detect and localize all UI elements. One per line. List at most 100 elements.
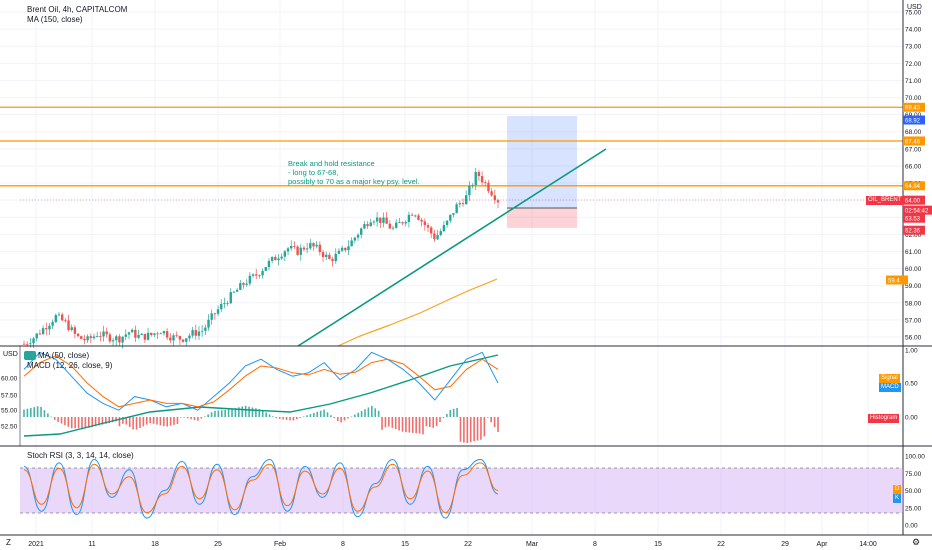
candle-body (216, 309, 220, 314)
histogram-bar (350, 416, 353, 418)
histogram-bar (497, 417, 499, 432)
stoch-k-tag: K (893, 494, 902, 503)
histogram-bar (36, 406, 39, 417)
candle-body (471, 185, 474, 187)
candle-body (70, 327, 73, 331)
stoch-tick: 100.00 (905, 454, 925, 461)
trendline[interactable] (297, 148, 607, 347)
annotation-line-2[interactable]: - long to 67-68, (288, 168, 338, 177)
candle-body (404, 221, 407, 224)
candle-body (334, 253, 337, 262)
candle-body (207, 319, 210, 328)
price-tick: 68.00 (905, 129, 922, 136)
macd-left-tick: 52.50 (1, 424, 18, 431)
candle-body (258, 275, 261, 277)
time-label: Feb (274, 541, 286, 548)
candle-body (382, 217, 385, 223)
candle-body (283, 251, 287, 257)
histogram-bar (118, 417, 121, 427)
candle-body (442, 225, 446, 232)
histogram-bar (122, 417, 124, 424)
histogram-bar (176, 417, 179, 425)
histogram-bar (108, 417, 111, 424)
price-scale[interactable]: 75.0074.0073.0072.0071.0070.0069.0068.00… (905, 10, 922, 342)
price-tag: 67.46 (905, 139, 921, 145)
histogram-bar (23, 409, 25, 417)
ma50-legend[interactable]: MA (50, close) (38, 351, 90, 360)
price-tag: 68.92 (905, 118, 921, 124)
histogram-bar (442, 417, 445, 418)
histogram-bar (197, 417, 199, 421)
price-tag-bg (903, 213, 925, 223)
histogram-bar (357, 412, 359, 417)
time-axis[interactable]: 2021 11 18 25 Feb 8 15 22 Mar 8 15 22 29 Apr 14:00 (28, 541, 877, 548)
candle-body (134, 329, 137, 338)
candle-body (299, 247, 302, 255)
histogram-bar (139, 417, 141, 428)
annotation-line-1[interactable]: Break and hold resistance (288, 159, 375, 168)
annotation-line-3[interactable]: possibly to 70 as a major key psy. level… (288, 177, 420, 186)
histogram-bar (299, 417, 302, 418)
profit-zone[interactable] (507, 116, 577, 208)
histogram-bar (323, 409, 325, 417)
histogram-bar (145, 417, 148, 425)
loss-zone[interactable] (507, 208, 577, 228)
histogram-bar (193, 417, 196, 420)
macd-tick: 1.00 (905, 348, 918, 355)
time-label: 22 (464, 541, 472, 548)
ma50-line (23, 354, 499, 437)
candle-body (417, 215, 420, 220)
candle-body (41, 328, 45, 335)
histogram-bar (483, 417, 486, 437)
histogram-bar (418, 417, 421, 434)
candle-body (337, 250, 341, 254)
histogram-bar (60, 417, 63, 424)
candle-body (286, 248, 290, 252)
candle-body (181, 339, 185, 342)
candle-body (194, 330, 197, 336)
histogram-bar (330, 415, 332, 417)
candle-body (461, 203, 465, 205)
macd-left-scale[interactable]: 60.00 57.50 55.00 52.50 (1, 376, 18, 431)
candle-body (484, 182, 487, 184)
candle-body (385, 217, 388, 224)
candle-body (277, 258, 280, 261)
histogram-bar (135, 417, 138, 430)
symbol-title[interactable]: Brent Oil, 4h, CAPITALCOM (27, 5, 128, 14)
candle-body (356, 234, 360, 238)
resistance-levels[interactable] (0, 106, 903, 187)
macd-left-currency[interactable]: USD (3, 351, 18, 358)
macd-scale[interactable]: 1.00 0.50 0.00 (905, 348, 918, 422)
candle-body (60, 314, 64, 321)
price-tick: 70.00 (905, 95, 922, 102)
histogram-bar (265, 412, 267, 417)
histogram-bar (275, 417, 278, 419)
stoch-legend[interactable]: Stoch RSI (3, 3, 14, 14, close) (27, 451, 134, 460)
price-candles (22, 167, 500, 349)
histogram-bar (432, 417, 435, 428)
price-tick: 59.00 (905, 283, 922, 290)
price-tag-bg (903, 102, 925, 112)
candle-body (270, 256, 274, 261)
currency-label[interactable]: USD (907, 4, 922, 11)
macd-legend[interactable]: MACD (12, 26, close, 9) (27, 361, 113, 370)
candle-body (318, 244, 322, 253)
histogram-bar (255, 408, 257, 417)
stoch-scale[interactable]: 100.00 75.00 50.00 25.00 0.00 (905, 454, 925, 530)
histogram-bar (398, 417, 400, 431)
candle-body (146, 332, 150, 340)
candle-body (159, 333, 162, 335)
gear-icon[interactable]: ⚙ (912, 537, 921, 547)
candle-body (429, 227, 433, 234)
histogram-bar (319, 410, 322, 417)
candle-body (312, 243, 315, 247)
timezone-button[interactable]: Z (6, 538, 11, 547)
ma150-legend[interactable]: MA (150, close) (27, 15, 83, 24)
candle-body (143, 333, 147, 340)
macd-left-tick: 57.50 (1, 393, 18, 400)
histogram-bar (347, 417, 349, 419)
candle-body (410, 214, 414, 216)
candle-body (92, 336, 96, 339)
candle-body (439, 231, 442, 235)
time-label: 8 (593, 541, 597, 548)
